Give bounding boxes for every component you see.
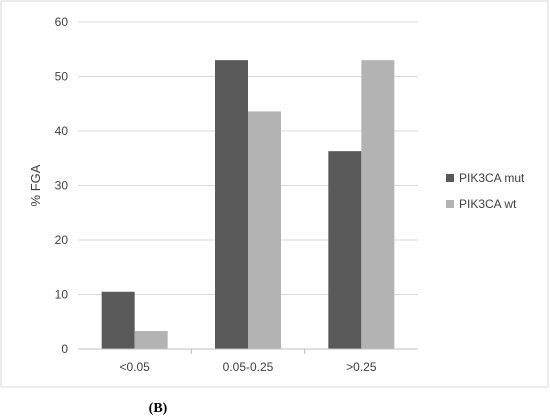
y-axis-title: % FGA — [28, 164, 43, 206]
legend-label: PIK3CA mut — [459, 171, 525, 185]
bar-pik3ca-mut-0 — [101, 291, 135, 349]
bar-pik3ca-wt-2 — [361, 60, 395, 350]
figure-caption: (B) — [149, 401, 168, 416]
y-axis-ticks: 0 10 20 30 40 50 60 — [55, 15, 69, 356]
bar-pik3ca-mut-1 — [215, 60, 248, 350]
legend-swatch — [446, 174, 454, 182]
x-tick-label: >0.25 — [346, 360, 377, 374]
legend-label: PIK3CA wt — [459, 197, 517, 211]
bars — [101, 60, 395, 350]
y-tick-label: 60 — [55, 15, 69, 29]
x-tick-label: <0.05 — [119, 360, 150, 374]
y-tick-label: 0 — [61, 342, 68, 356]
y-tick-label: 50 — [55, 70, 69, 84]
y-tick-label: 20 — [55, 233, 69, 247]
legend-swatch — [446, 200, 454, 208]
y-tick-label: 10 — [55, 288, 69, 302]
bar-pik3ca-wt-1 — [248, 111, 281, 349]
legend: PIK3CA mut PIK3CA wt — [446, 171, 525, 211]
bar-pik3ca-wt-0 — [134, 331, 168, 349]
y-tick-label: 30 — [55, 179, 69, 193]
bar-pik3ca-mut-2 — [328, 151, 362, 349]
y-tick-label: 40 — [55, 124, 69, 138]
x-tick-label: 0.05-0.25 — [223, 360, 274, 374]
x-axis-ticks: <0.05 0.05-0.25 >0.25 — [119, 349, 377, 374]
